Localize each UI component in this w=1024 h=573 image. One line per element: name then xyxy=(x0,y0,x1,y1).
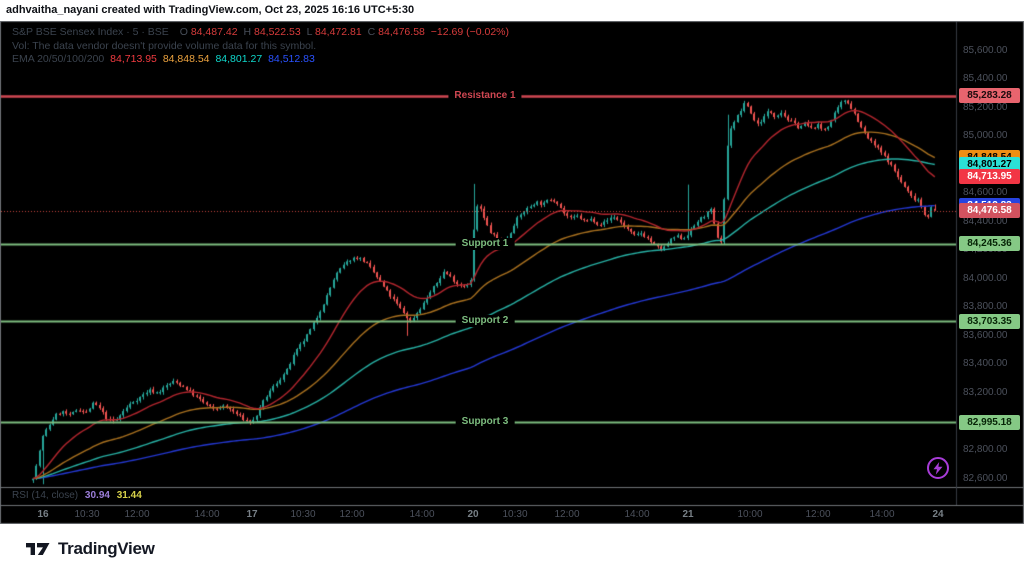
price-tick-label: 83,800.00 xyxy=(963,301,1008,313)
rsi-value: 30.94 xyxy=(84,490,110,501)
price-tick-label: 84,400.00 xyxy=(963,215,1008,227)
time-tick-label-21: 21 xyxy=(682,509,694,520)
time-tick-label-1200: 12:00 xyxy=(554,509,580,520)
ema-indicator-label[interactable]: EMA 20/50/100/200 xyxy=(12,53,105,65)
tradingview-logo-text: TradingView xyxy=(58,539,155,558)
time-tick-label-1200: 12:00 xyxy=(339,509,365,520)
rsi-ma-value: 31.44 xyxy=(116,490,142,501)
instant-order-lightning-button[interactable] xyxy=(927,457,949,479)
legend-row-symbol: S&P BSE Sensex Index · 5 · BSE O 84,487.… xyxy=(12,26,512,40)
last-price-label: 84,476.58 xyxy=(959,203,1020,219)
time-tick-label-24: 24 xyxy=(932,509,944,520)
volume-note: Vol: The data vendor doesn't provide vol… xyxy=(12,39,317,52)
time-tick-label-17: 17 xyxy=(246,509,258,520)
change-value: −12.69 (−0.02%) xyxy=(430,26,510,38)
time-tick-label-1030: 10:30 xyxy=(290,509,316,520)
price-tick-label: 83,600.00 xyxy=(963,329,1008,341)
symbol-title[interactable]: S&P BSE Sensex Index · 5 · BSE xyxy=(12,26,169,38)
price-tick-label: 84,600.00 xyxy=(963,187,1008,199)
time-tick-label-1400: 14:00 xyxy=(869,509,895,520)
rsi-legend: RSI (14, close) 30.94 31.44 xyxy=(12,488,146,504)
legend-row-ema: EMA 20/50/100/200 84,713.95 84,848.54 84… xyxy=(12,53,512,67)
support-3-price-label: 82,995.18 xyxy=(959,414,1020,430)
chart-widget: S&P BSE Sensex Index · 5 · BSE O 84,487.… xyxy=(0,21,1024,524)
support-2-line-label[interactable]: Support 2 xyxy=(455,315,515,328)
high-letter: H xyxy=(243,26,252,38)
low-letter: L xyxy=(306,26,313,38)
high-value: 84,522.53 xyxy=(253,26,301,38)
close-value: 84,476.58 xyxy=(378,26,425,38)
price-tick-label: 83,400.00 xyxy=(963,358,1008,370)
footer-bar: TradingView xyxy=(0,524,1024,573)
price-tick-label: 84,000.00 xyxy=(963,272,1008,284)
time-tick-label-1030: 10:30 xyxy=(74,509,100,520)
open-letter: O xyxy=(179,26,188,38)
price-tick-label: 83,200.00 xyxy=(963,386,1008,398)
support-1-line-label[interactable]: Support 1 xyxy=(455,237,515,250)
price-tick-label: 85,400.00 xyxy=(963,73,1008,85)
time-tick-label-1030: 10:30 xyxy=(502,509,528,520)
price-chart-canvas[interactable] xyxy=(0,21,1024,524)
attribution-text: adhvaitha_nayani created with TradingVie… xyxy=(6,4,415,16)
time-tick-label-1000: 10:00 xyxy=(737,509,763,520)
price-tick-label: 85,600.00 xyxy=(963,44,1008,56)
lightning-bolt-icon xyxy=(933,461,943,475)
chart-legend: S&P BSE Sensex Index · 5 · BSE O 84,487.… xyxy=(12,26,512,67)
tradingview-mark-icon xyxy=(26,543,50,555)
ema20-value: 84,713.95 xyxy=(110,53,157,65)
time-tick-label-20: 20 xyxy=(467,509,479,520)
attribution-bar: adhvaitha_nayani created with TradingVie… xyxy=(0,0,1024,21)
support-3-line-label[interactable]: Support 3 xyxy=(455,416,515,429)
time-tick-label-1400: 14:00 xyxy=(409,509,435,520)
price-tick-label: 82,600.00 xyxy=(963,472,1008,484)
ema50-value: 84,848.54 xyxy=(162,53,210,65)
close-letter: C xyxy=(367,26,376,38)
price-tick-label: 82,800.00 xyxy=(963,443,1008,455)
low-value: 84,472.81 xyxy=(315,26,362,38)
price-tick-label: 85,200.00 xyxy=(963,101,1008,113)
ema200-value: 84,512.83 xyxy=(268,53,315,65)
time-tick-label-1200: 12:00 xyxy=(805,509,831,520)
rsi-indicator-label[interactable]: RSI (14, close) xyxy=(12,490,79,501)
resistance-1-line-label[interactable]: Resistance 1 xyxy=(448,89,522,102)
time-tick-label-1200: 12:00 xyxy=(124,509,150,520)
ema20-price-label: 84,713.95 xyxy=(959,169,1020,185)
open-value: 84,487.42 xyxy=(190,26,238,38)
time-tick-label-1400: 14:00 xyxy=(194,509,220,520)
time-tick-label-16: 16 xyxy=(37,509,49,520)
tradingview-logo[interactable]: TradingView xyxy=(26,539,155,559)
support-1-price-label: 84,245.36 xyxy=(959,236,1020,252)
ema100-value: 84,801.27 xyxy=(215,53,263,65)
support-2-price-label: 83,703.35 xyxy=(959,313,1020,329)
price-tick-label: 85,000.00 xyxy=(963,130,1008,142)
resistance-1-price-label: 85,283.28 xyxy=(959,88,1020,104)
legend-row-volume: Vol: The data vendor doesn't provide vol… xyxy=(12,40,512,54)
time-tick-label-1400: 14:00 xyxy=(624,509,650,520)
ema100-price-label: 84,801.27 xyxy=(959,156,1020,172)
